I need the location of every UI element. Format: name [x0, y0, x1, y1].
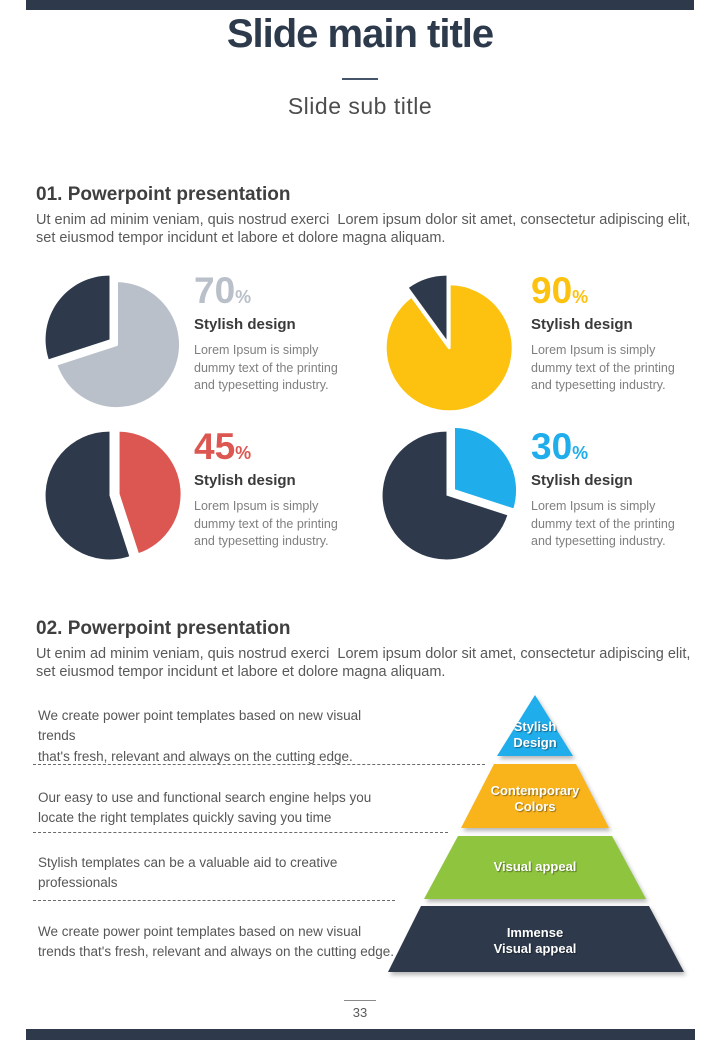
- feature-item-3: Stylish templates can be a valuable aid …: [38, 855, 338, 891]
- stat-value: 90: [531, 270, 573, 311]
- feature-item-1: We create power point templates based on…: [38, 708, 362, 764]
- section-2-heading: 02. Powerpoint presentation: [36, 618, 291, 639]
- stat-description: Lorem Ipsum is simply dummy text of the …: [194, 343, 338, 392]
- stat-text: 45% Stylish design Lorem Ipsum is simply…: [194, 428, 356, 551]
- stat-value: 45: [194, 426, 236, 467]
- page-number: 33: [352, 1005, 368, 1020]
- pyramid-level-4-shape: [388, 906, 684, 972]
- pyramid-diagram: Stylish Design Contemporary Colors Visua…: [385, 692, 695, 982]
- feature-separator-3: [33, 900, 395, 901]
- stat-text: 70% Stylish design Lorem Ipsum is simply…: [194, 272, 356, 395]
- stat-value: 70: [194, 270, 236, 311]
- stat-title: Stylish design: [194, 316, 296, 333]
- stat-description: Lorem Ipsum is simply dummy text of the …: [531, 499, 675, 548]
- stat-description: Lorem Ipsum is simply dummy text of the …: [194, 499, 338, 548]
- feature-separator-2: [33, 832, 448, 833]
- pyramid-label-1: Stylish Design: [513, 719, 557, 751]
- stat-description: Lorem Ipsum is simply dummy text of the …: [531, 343, 675, 392]
- top-accent-bar: [26, 0, 694, 10]
- title-divider: [342, 78, 378, 80]
- footer-divider: [344, 1000, 376, 1001]
- pyramid-label-2: Contemporary Colors: [490, 783, 580, 815]
- pyramid-level-3-shape: [424, 836, 646, 899]
- slide-sub-title: Slide sub title: [287, 93, 433, 119]
- pie-chart-90: [369, 262, 524, 417]
- stat-title: Stylish design: [531, 316, 633, 333]
- pie-chart-30: [369, 418, 524, 573]
- feature-item-4: We create power point templates based on…: [38, 924, 395, 960]
- stat-card-70: 70% Stylish design Lorem Ipsum is simply…: [28, 260, 358, 412]
- feature-item-2: Our easy to use and functional search en…: [38, 790, 372, 826]
- pie-chart-70: [32, 262, 187, 417]
- slide-main-title: Slide main title: [226, 12, 494, 56]
- pyramid-level-2-shape: [461, 764, 609, 828]
- stat-title: Stylish design: [531, 472, 633, 489]
- stat-text: 90% Stylish design Lorem Ipsum is simply…: [531, 272, 693, 395]
- stat-card-90: 90% Stylish design Lorem Ipsum is simply…: [365, 260, 695, 414]
- stat-title: Stylish design: [194, 472, 296, 489]
- pyramid-label-4: Immense Visual appeal: [493, 925, 577, 957]
- section-2-body: Ut enim ad minim veniam, quis nostrud ex…: [36, 646, 691, 681]
- stat-unit: %: [572, 287, 589, 307]
- pyramid-label-3: Visual appeal: [493, 859, 577, 874]
- pyramid-level-1-shape: [497, 695, 573, 756]
- stat-value: 30: [531, 426, 573, 467]
- feature-separator-1: [33, 764, 485, 765]
- pie-chart-45: [32, 418, 187, 573]
- bottom-accent-bar: [26, 1029, 695, 1040]
- section-1-body: Ut enim ad minim veniam, quis nostrud ex…: [36, 212, 691, 247]
- section-1-heading: 01. Powerpoint presentation: [36, 184, 291, 205]
- stat-card-30: 30% Stylish design Lorem Ipsum is simply…: [365, 416, 695, 568]
- pyramid-shapes: [388, 695, 684, 972]
- stat-unit: %: [235, 443, 252, 463]
- stat-unit: %: [235, 287, 252, 307]
- stat-unit: %: [572, 443, 589, 463]
- stat-text: 30% Stylish design Lorem Ipsum is simply…: [531, 428, 693, 551]
- stat-card-45: 45% Stylish design Lorem Ipsum is simply…: [28, 416, 358, 568]
